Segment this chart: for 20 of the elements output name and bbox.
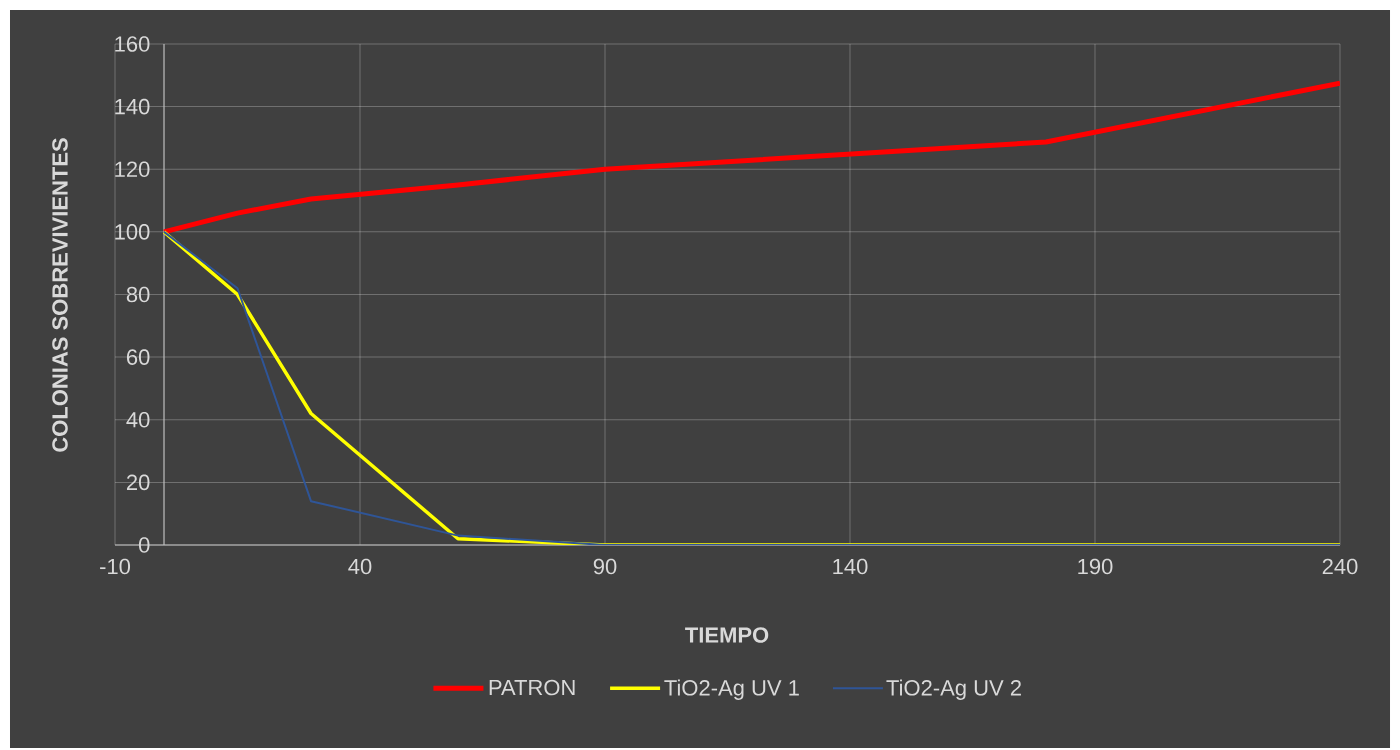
- legend-label: PATRON: [489, 679, 575, 696]
- y-tick-label: 60: [126, 349, 150, 365]
- y-tick-label: 40: [126, 411, 150, 428]
- x-tick-label: 90: [593, 558, 617, 575]
- y-tick-label: 160: [115, 36, 150, 52]
- x-tick-label: -10: [100, 558, 131, 575]
- legend-label: TiO2-Ag UV 2: [886, 679, 1021, 700]
- x-tick-label: 140: [833, 558, 868, 575]
- x-tick-label: 40: [348, 558, 372, 575]
- y-tick-label: 0: [138, 537, 150, 553]
- x-tick-label: 190: [1078, 558, 1113, 575]
- x-tick-label: 240: [1322, 558, 1358, 575]
- y-tick-label: 20: [126, 474, 150, 491]
- y-tick-label: 80: [126, 286, 150, 303]
- y-tick-label: 100: [115, 224, 150, 240]
- y-tick-label: 120: [115, 161, 150, 178]
- x-axis-title: TIEMPO: [685, 627, 769, 643]
- y-axis-title: COLONIAS SOBREVIVIENTES: [52, 138, 68, 452]
- y-tick-label: 140: [115, 98, 150, 115]
- legend-label: TiO2-Ag UV 1: [664, 679, 799, 700]
